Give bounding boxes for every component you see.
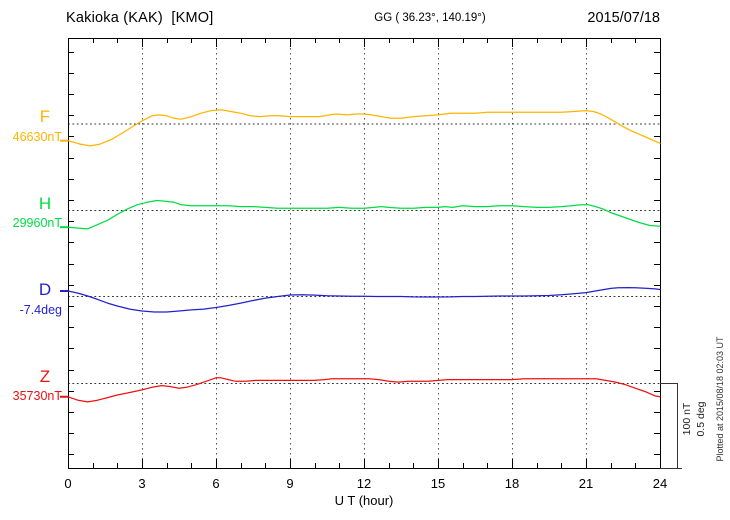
component-label-f: F <box>39 107 51 126</box>
component-label-z: Z <box>39 367 51 386</box>
x-tick-label-18: 18 <box>505 476 519 491</box>
x-tick-label-0: 0 <box>64 476 71 491</box>
scalebar-nt-label: 100 nT <box>681 402 693 436</box>
plotted-at-note: Plotted at 2015/08/18 02:03 UT <box>715 336 725 462</box>
component-value-d: -7.4deg <box>19 303 62 317</box>
x-axis-label: U T (hour) <box>334 493 394 508</box>
component-value-z: 35730nT <box>12 389 62 403</box>
component-value-h: 29960nT <box>12 216 62 230</box>
scalebar-label: 100 nT 0.5 deg <box>680 388 710 450</box>
trace-f <box>67 109 661 147</box>
observatory-coordinates: GG ( 36.23°, 140.19°) <box>374 12 486 24</box>
component-label-d: D <box>38 280 52 299</box>
component-label-h: H <box>38 194 52 213</box>
x-tick-label-6: 6 <box>212 476 219 491</box>
x-tick-label-15: 15 <box>431 476 445 491</box>
trace-h <box>67 199 661 230</box>
component-value-f: 46630nT <box>12 130 62 144</box>
x-tick-label-21: 21 <box>579 476 593 491</box>
station-name: Kakioka (KAK) [KMO] <box>66 10 214 26</box>
x-tick-label-9: 9 <box>286 476 293 491</box>
trace-d <box>67 286 661 313</box>
x-tick-label-3: 3 <box>138 476 145 491</box>
plot-date: 2015/07/18 <box>587 10 660 26</box>
trace-z <box>67 377 661 403</box>
x-tick-label-24: 24 <box>653 476 667 491</box>
scalebar-deg-label: 0.5 deg <box>695 401 707 437</box>
x-tick-label-12: 12 <box>357 476 371 491</box>
